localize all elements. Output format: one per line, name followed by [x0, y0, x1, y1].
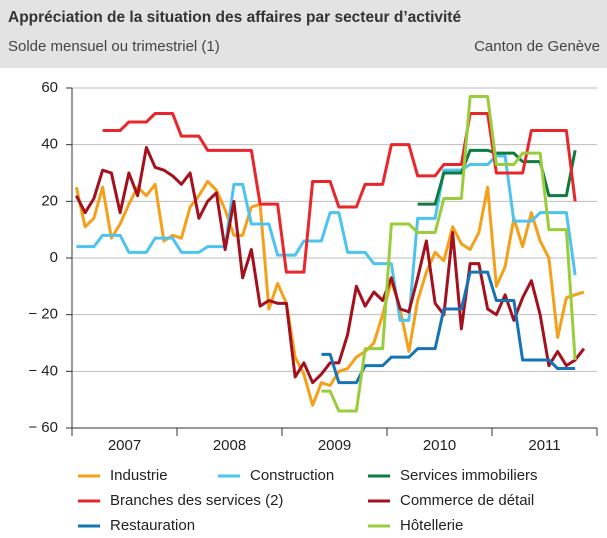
chart-title: Appréciation de la situation des affaire…	[8, 9, 461, 26]
x-tick-label: 2008	[213, 437, 246, 454]
chart-subtitle: Solde mensuel ou trimestriel (1)	[8, 38, 220, 55]
y-tick-label: − 40	[28, 362, 58, 379]
y-tick-label: 0	[50, 249, 58, 266]
legend-label: Branches des services (2)	[110, 492, 283, 509]
legend-label: Industrie	[110, 467, 168, 484]
x-tick-label: 2010	[423, 437, 456, 454]
x-tick-label: 2007	[108, 437, 141, 454]
x-tick-label: 2011	[528, 437, 560, 454]
legend-label: Services immobiliers	[400, 467, 538, 484]
y-tick-label: − 60	[28, 419, 58, 436]
annotation: Canton de Genève	[474, 38, 600, 55]
header-band	[0, 0, 607, 68]
x-tick-label: 2009	[318, 437, 351, 454]
y-tick-label: − 20	[28, 306, 58, 323]
legend-label: Commerce de détail	[400, 492, 534, 509]
y-tick-label: 20	[41, 192, 58, 209]
y-tick-label: 40	[41, 136, 58, 153]
series-line	[75, 146, 586, 385]
legend-label: Construction	[250, 467, 334, 484]
series-line	[102, 112, 577, 274]
series-line	[321, 270, 576, 385]
series-line	[76, 154, 577, 322]
legend-label: Restauration	[110, 517, 195, 534]
legend-label: Hôtellerie	[400, 517, 463, 534]
y-tick-label: 60	[41, 79, 58, 96]
series-line	[321, 95, 577, 413]
series-line	[74, 180, 585, 407]
